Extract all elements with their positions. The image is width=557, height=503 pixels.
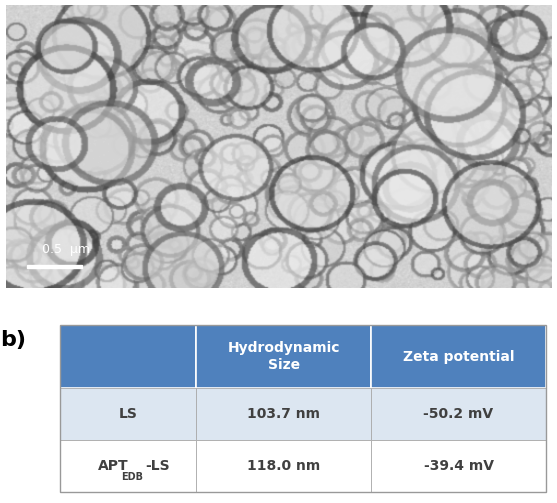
Text: -LS: -LS — [145, 460, 170, 473]
Bar — [27, 265, 82, 268]
Bar — [60, 325, 196, 388]
Bar — [60, 441, 196, 492]
Bar — [371, 325, 546, 388]
Text: Hydrodynamic
Size: Hydrodynamic Size — [227, 342, 340, 372]
Bar — [60, 388, 196, 441]
Text: 0.5  μm: 0.5 μm — [42, 243, 90, 256]
Text: -39.4 mV: -39.4 mV — [423, 460, 494, 473]
Text: LS: LS — [119, 407, 138, 422]
Bar — [60, 325, 546, 492]
Text: Zeta potential: Zeta potential — [403, 350, 514, 364]
Text: EDB: EDB — [121, 471, 144, 481]
Text: APT: APT — [98, 460, 129, 473]
Bar — [196, 325, 371, 388]
Bar — [196, 441, 371, 492]
Text: 118.0 nm: 118.0 nm — [247, 460, 320, 473]
Text: -50.2 mV: -50.2 mV — [423, 407, 494, 422]
Bar — [371, 441, 546, 492]
Bar — [371, 388, 546, 441]
Text: 103.7 nm: 103.7 nm — [247, 407, 320, 422]
Text: b): b) — [0, 330, 26, 350]
Bar — [196, 388, 371, 441]
